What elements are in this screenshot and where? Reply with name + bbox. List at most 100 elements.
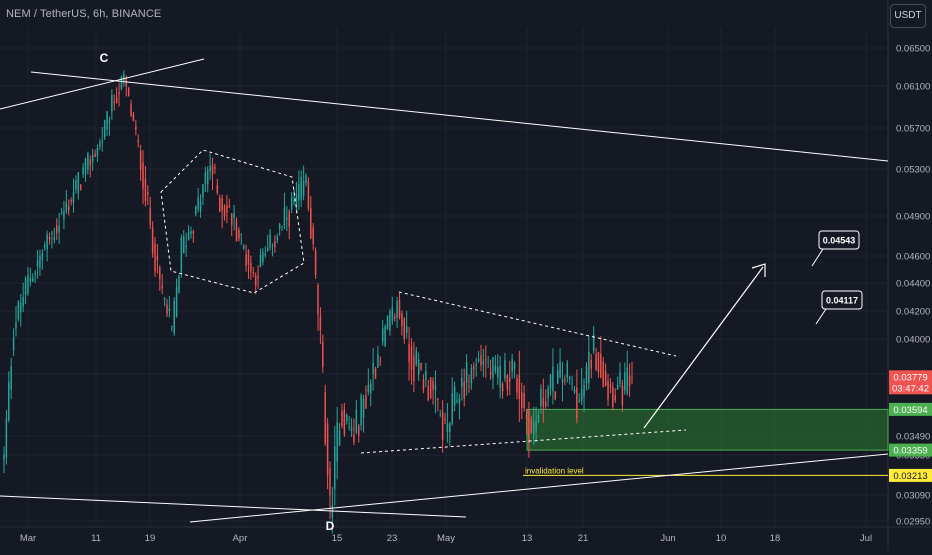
price-tick-label: 0.06500 xyxy=(896,44,930,55)
candle-up xyxy=(346,414,348,422)
candle-down xyxy=(214,166,216,169)
candle-up xyxy=(578,400,581,402)
candle-down xyxy=(238,229,240,239)
candle-up xyxy=(240,233,243,235)
candle-down xyxy=(307,180,310,209)
candle-up xyxy=(592,334,595,352)
time-tick-label: Mar xyxy=(20,533,36,544)
time-tick-label: May xyxy=(437,533,455,544)
candle-down xyxy=(516,378,518,393)
price-tag-last xyxy=(889,370,932,395)
candle-down xyxy=(590,359,592,369)
price-tag-text: 0.03213 xyxy=(893,471,927,482)
candle-down xyxy=(576,387,578,419)
candle-up xyxy=(461,377,463,388)
target-callout-lower-text: 0.04117 xyxy=(826,296,858,306)
time-tick-label: Apr xyxy=(233,533,248,544)
candle-down xyxy=(595,353,597,370)
candle-down xyxy=(211,165,214,175)
time-tick-label: Jun xyxy=(660,533,675,544)
candle-up xyxy=(571,383,573,385)
candle-up xyxy=(549,374,552,389)
candle-down xyxy=(444,418,446,420)
candle-up xyxy=(540,389,542,407)
currency-button[interactable]: USDT xyxy=(890,4,926,28)
candle-down xyxy=(250,263,252,272)
time-tick-label: 18 xyxy=(770,533,781,544)
candle-down xyxy=(523,393,525,408)
candle-down xyxy=(257,275,259,278)
candle-down xyxy=(341,411,343,426)
candle-up xyxy=(106,111,108,130)
candle-up xyxy=(434,385,437,391)
candle-up xyxy=(195,205,197,215)
candle-up xyxy=(458,398,461,404)
candle-up xyxy=(12,337,15,351)
candle-up xyxy=(197,197,199,210)
candle-down xyxy=(254,275,257,286)
time-tick-label: 11 xyxy=(91,533,101,544)
time-tick-label: 21 xyxy=(578,533,589,544)
candle-up xyxy=(24,277,27,295)
candle-down xyxy=(631,376,633,378)
resistance-trendline xyxy=(30,71,889,162)
candle-up xyxy=(204,172,207,184)
candle-down xyxy=(520,392,523,408)
candle-down xyxy=(288,211,290,227)
candle-up xyxy=(425,371,427,380)
candle-up xyxy=(338,430,341,446)
price-tag-invalidation xyxy=(889,468,932,482)
candle-down xyxy=(554,391,557,400)
candle-up xyxy=(175,287,178,317)
candle-up xyxy=(552,366,554,391)
candle-down xyxy=(223,206,226,217)
candle-up xyxy=(72,191,75,203)
price-tag-zone xyxy=(889,402,932,416)
candle-down xyxy=(166,304,168,315)
price-tick-label: 0.04900 xyxy=(896,212,930,223)
candle-down xyxy=(509,378,511,382)
candles xyxy=(3,70,633,534)
candle-up xyxy=(367,385,370,393)
price-tick-label: 0.03090 xyxy=(896,491,930,502)
candle-down xyxy=(89,159,92,166)
candle-up xyxy=(369,383,372,394)
candle-up xyxy=(41,253,44,260)
candle-up xyxy=(453,386,456,406)
time-tick-label: 19 xyxy=(145,533,156,544)
candle-up xyxy=(559,362,561,379)
price-tick-label: 0.04400 xyxy=(896,279,930,290)
time-axis: Mar 11 19 Apr 15 23 May 13 21 Jun 10 18 Jul xyxy=(20,533,872,544)
candle-up xyxy=(568,377,571,380)
candle-up xyxy=(334,446,336,489)
candle-down xyxy=(139,150,142,171)
fan-line-upper xyxy=(0,58,205,110)
candle-up xyxy=(439,414,441,416)
candle-up xyxy=(513,362,516,369)
candle-down xyxy=(228,205,231,208)
countdown-text: 03:47:42 xyxy=(892,383,929,394)
candle-up xyxy=(264,253,267,256)
candle-up xyxy=(99,142,101,147)
candle-up xyxy=(446,423,449,433)
candle-up xyxy=(497,366,499,378)
price-tick-label: 0.04000 xyxy=(896,335,930,346)
price-axis: 0.06500 0.06100 0.05700 0.05300 0.04900 0.046… xyxy=(896,44,930,528)
triangle-lower xyxy=(360,429,687,454)
candle-up xyxy=(537,415,540,422)
candle-down xyxy=(525,414,528,420)
price-tick-label: 0.03490 xyxy=(896,432,930,443)
candle-up xyxy=(180,237,183,272)
invalidation-label: invalidation level xyxy=(525,466,584,475)
candle-down xyxy=(151,227,154,254)
candle-down xyxy=(135,126,137,130)
candle-up xyxy=(573,389,576,393)
candle-up xyxy=(111,95,113,112)
candle-down xyxy=(79,184,82,190)
candle-down xyxy=(401,313,403,326)
candle-up xyxy=(619,372,621,384)
candle-down xyxy=(245,254,247,267)
candle-up xyxy=(583,384,585,397)
